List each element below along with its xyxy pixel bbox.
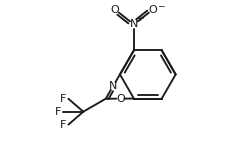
Text: +: +	[135, 14, 142, 24]
Text: O: O	[110, 5, 119, 14]
Text: −: −	[156, 1, 164, 10]
Text: F: F	[60, 94, 66, 104]
Text: O: O	[115, 94, 124, 104]
Text: F: F	[55, 107, 61, 117]
Text: F: F	[60, 120, 66, 130]
Text: O: O	[148, 5, 156, 14]
Text: N: N	[109, 81, 117, 91]
Text: N: N	[129, 19, 137, 29]
